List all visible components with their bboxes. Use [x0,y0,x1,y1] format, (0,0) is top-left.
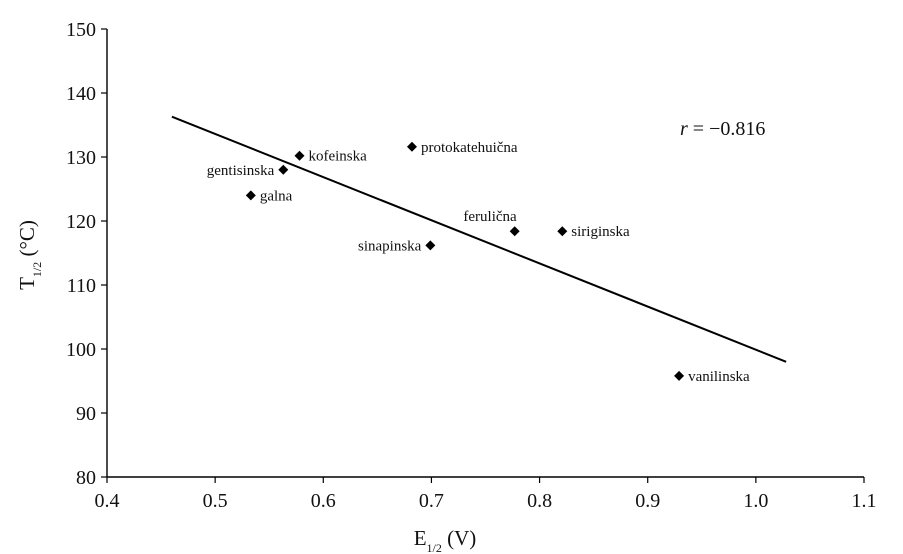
x-tick-label: 0.4 [95,490,120,512]
data-point-marker [406,141,417,152]
x-axis-label: E1/2 (V) [414,526,477,554]
r-symbol: r [680,118,688,140]
data-point-marker [294,150,305,161]
x-tick-label: 0.9 [635,490,660,512]
y-tick-label: 80 [76,467,96,489]
y-axis-label-unit: (°C) [15,220,39,262]
data-point-label: sinapinska [358,238,422,254]
y-tick-label: 120 [66,211,96,233]
x-tick-label: 0.8 [527,490,552,512]
data-point-marker [509,226,520,237]
data-point-marker [674,370,685,381]
data-point-marker [245,190,256,201]
data-point-label: kofeinska [308,149,367,165]
y-tick-label: 130 [66,147,96,169]
x-tick-label: 1.1 [852,490,877,512]
x-tick-label: 0.5 [203,490,228,512]
x-axis-ticks: 0.4 0.5 0.6 0.7 0.8 0.9 1.0 1.1 [95,477,877,512]
data-point-marker [557,226,568,237]
y-tick-label: 90 [76,403,96,425]
y-axis-label-subscript: 1/2 [30,262,44,277]
correlation-annotation: r = −0.816 [680,118,765,140]
x-axis-label-unit: (V) [442,526,476,550]
data-point-marker [425,240,436,251]
data-point-label: galna [260,188,293,204]
x-axis-label-subscript: 1/2 [427,541,442,554]
y-axis-ticks: 80 90 100 110 120 130 140 150 [66,19,107,489]
regression-line [171,115,787,363]
x-tick-label: 0.7 [419,490,444,512]
x-axis-label-main: E [414,526,427,550]
data-points: gentisinska galna kofeinska protokatehuična… [207,140,750,385]
y-tick-label: 140 [66,83,96,105]
y-tick-label: 100 [66,339,96,361]
r-value: = −0.816 [688,118,766,140]
data-point-label: gentisinska [207,163,275,179]
regression-line-group [171,115,787,363]
x-tick-label: 0.6 [311,490,336,512]
y-tick-label: 110 [67,275,96,297]
data-point-label: siriginska [571,224,630,240]
y-axis-label: T1/2 (°C) [15,220,44,290]
data-point-label: ferulična [463,209,517,225]
y-tick-label: 150 [66,19,96,41]
data-point-marker [278,164,289,175]
axes [106,29,864,478]
y-axis-label-main: T [15,277,39,290]
data-point-label: protokatehuična [421,140,518,156]
x-tick-label: 1.0 [743,490,768,512]
data-point-label: vanilinska [688,369,750,385]
